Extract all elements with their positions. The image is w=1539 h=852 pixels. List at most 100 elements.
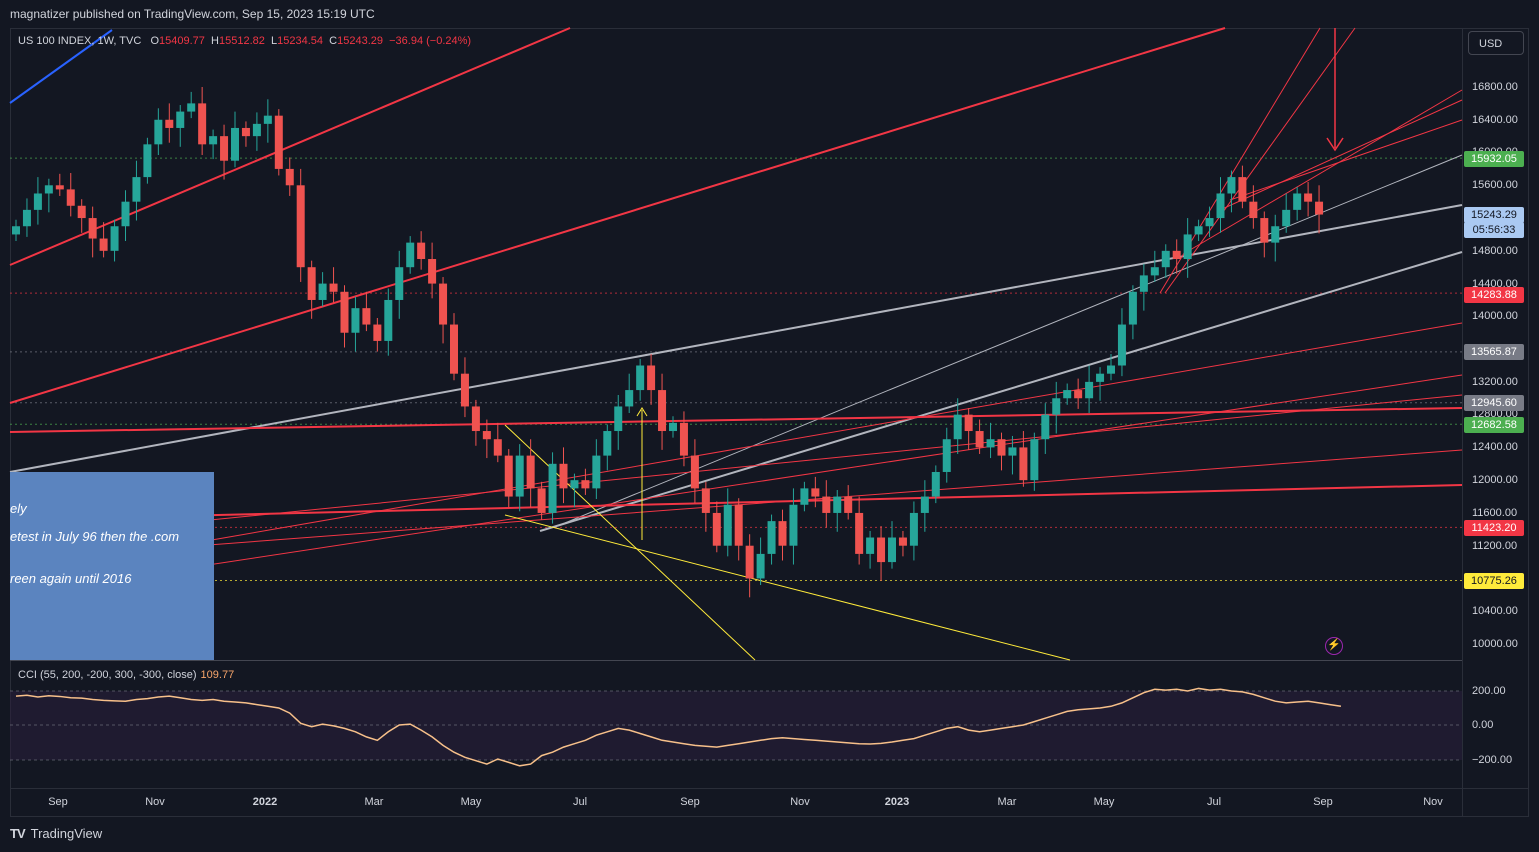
candle-body <box>767 521 776 554</box>
candle-body <box>1052 398 1061 415</box>
time-tick: Sep <box>48 796 68 808</box>
candle-body <box>482 431 491 440</box>
arrow-head <box>636 407 648 417</box>
published-text: magnatizer published on TradingView.com,… <box>10 7 375 21</box>
candle-body <box>745 545 754 579</box>
candle-body <box>471 406 480 432</box>
candle-body <box>1008 447 1017 456</box>
candle-body <box>1096 373 1105 382</box>
candle-body <box>176 111 185 128</box>
time-axis-separator <box>10 788 1529 789</box>
candle-body <box>942 439 951 472</box>
candle-body <box>723 504 732 546</box>
trend-line <box>9 27 1226 404</box>
candle-body <box>592 455 601 489</box>
candle-body <box>132 177 141 202</box>
candle-body <box>1107 365 1115 374</box>
candle-body <box>362 308 371 325</box>
cci-title: CCI (55, 200, -200, 300, -300, close) <box>18 669 197 681</box>
time-tick: Sep <box>680 796 700 808</box>
candle-body <box>1315 201 1324 215</box>
footer: TV TradingView <box>10 826 102 841</box>
symbol-name: US 100 INDEX, 1W, TVC <box>18 35 142 47</box>
candle-body <box>658 390 667 432</box>
time-tick: May <box>460 796 482 808</box>
trend-line <box>9 29 113 104</box>
candle-body <box>1293 193 1302 210</box>
candle-body <box>986 439 995 448</box>
price-tick: 15600.00 <box>1472 179 1518 191</box>
candle-body <box>1304 193 1313 202</box>
candle-body <box>12 226 20 235</box>
candle-body <box>953 414 962 440</box>
candle-body <box>165 119 174 128</box>
price-tick: 16400.00 <box>1472 114 1518 126</box>
price-badge: 12682.58 <box>1464 417 1524 433</box>
candle-body <box>909 512 918 546</box>
candle-body <box>241 127 250 137</box>
candle-body <box>548 463 557 513</box>
candle-body <box>1216 193 1225 219</box>
price-tick: 12400.00 <box>1472 441 1518 453</box>
cci-legend[interactable]: CCI (55, 200, -200, 300, -300, close) 109… <box>18 669 234 681</box>
time-tick: Sep <box>1313 796 1333 808</box>
candle-body <box>636 365 645 391</box>
price-tick: 14000.00 <box>1472 310 1518 322</box>
candle-body <box>537 488 546 513</box>
candle-body <box>1041 414 1050 440</box>
high-value: 15512.82 <box>219 35 265 47</box>
candle-body <box>220 136 229 161</box>
time-tick: Jul <box>1206 796 1222 808</box>
candle-body <box>647 365 656 391</box>
candle-body <box>1282 209 1291 227</box>
close-label: C <box>329 35 338 47</box>
candle-body <box>340 291 349 333</box>
candle-body <box>1227 177 1236 194</box>
candle-body <box>351 308 360 333</box>
candle-body <box>833 496 842 513</box>
pane-separator[interactable] <box>10 660 1462 661</box>
candle-body <box>1260 218 1269 243</box>
lightning-icon[interactable]: ⚡ <box>1325 637 1343 655</box>
candle-body <box>439 283 448 325</box>
candle-body <box>712 512 721 546</box>
change-value: −36.94 (−0.24%) <box>389 35 472 47</box>
candle-body <box>778 521 787 546</box>
candle-body <box>997 439 1006 456</box>
price-badge: 12945.60 <box>1464 395 1524 411</box>
candle-body <box>44 185 53 194</box>
note-line-1: ely <box>10 501 27 516</box>
time-tick: 2022 <box>252 796 278 808</box>
candle-body <box>110 226 119 251</box>
price-tick: 12000.00 <box>1472 474 1518 486</box>
candle-body <box>406 242 415 268</box>
candle-body <box>844 496 853 513</box>
candle-body <box>789 504 798 546</box>
cci-tick: 0.00 <box>1472 719 1494 731</box>
trend-line <box>9 484 1463 521</box>
tradingview-logo-icon: TV <box>10 826 26 841</box>
countdown-badge: 05:56:33 <box>1464 222 1524 238</box>
candle-body <box>877 537 886 563</box>
candle-body <box>1117 324 1126 366</box>
symbol-legend[interactable]: US 100 INDEX, 1W, TVC O15409.77 H15512.8… <box>18 35 471 47</box>
trend-line <box>9 322 1463 576</box>
trend-line <box>1164 27 1356 294</box>
candle-body <box>428 259 437 284</box>
candle-body <box>559 463 568 489</box>
time-tick: Mar <box>364 796 384 808</box>
candle-body <box>395 267 404 300</box>
candle-body <box>964 414 973 432</box>
price-tick: 14800.00 <box>1472 245 1518 257</box>
trend-line <box>209 394 1463 521</box>
text-note-box[interactable]: ely etest in July 96 then the .com reen … <box>10 472 214 660</box>
candle-body <box>1030 439 1039 481</box>
time-tick: Jul <box>572 796 588 808</box>
candle-body <box>734 504 743 546</box>
price-badge: 10775.26 <box>1464 573 1524 589</box>
currency-button[interactable]: USD <box>1468 31 1524 55</box>
candle-body <box>1019 447 1028 481</box>
close-value: 15243.29 <box>337 35 383 47</box>
candle-body <box>570 480 579 489</box>
